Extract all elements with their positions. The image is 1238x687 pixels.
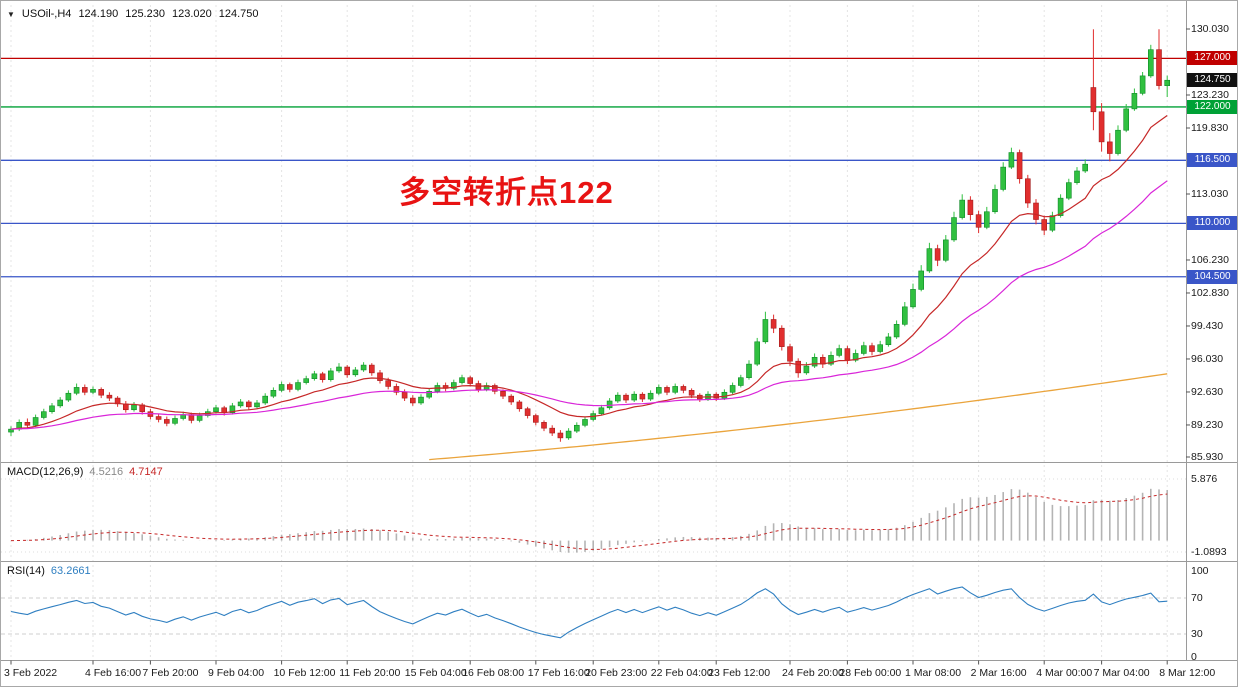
time-axis-label: 9 Feb 04:00 — [208, 667, 265, 679]
price-axis-label: 89.230 — [1191, 418, 1224, 431]
rsi-axis-label: 100 — [1191, 565, 1209, 577]
time-axis-label: 2 Mar 16:00 — [970, 667, 1027, 679]
ohlc-close-value: 124.750 — [218, 8, 259, 20]
time-axis-label: 7 Mar 04:00 — [1093, 667, 1150, 679]
time-axis-label: 7 Feb 20:00 — [142, 667, 199, 679]
time-axis-label: 11 Feb 20:00 — [339, 667, 401, 679]
macd-main-value: 4.5216 — [89, 466, 124, 478]
price-axis-label: 113.030 — [1191, 187, 1229, 200]
price-axis-label: 106.230 — [1191, 253, 1229, 266]
support-level-badge: 110.000 — [1187, 216, 1237, 231]
rsi-axis-label: 0 — [1191, 651, 1197, 663]
time-axis-label: 16 Feb 08:00 — [462, 667, 525, 679]
resistance-level-badge: 127.000 — [1187, 51, 1237, 66]
rsi-axis-label: 70 — [1191, 592, 1203, 604]
price-axis-label: 119.830 — [1191, 121, 1229, 134]
price-axis-label: 92.630 — [1191, 385, 1224, 398]
price-axis-label: 85.930 — [1191, 450, 1224, 463]
rsi-value: 63.2661 — [50, 565, 91, 577]
support-level-badge: 116.500 — [1187, 153, 1237, 168]
support-level-badge: 104.500 — [1187, 269, 1237, 284]
time-axis-label: 4 Feb 16:00 — [85, 667, 142, 679]
price-axis-label: 99.430 — [1191, 319, 1224, 332]
macd-axis-label: 5.876 — [1191, 473, 1218, 485]
price-axis-label: 123.230 — [1191, 88, 1229, 101]
price-axis-label: 96.030 — [1191, 352, 1224, 365]
current-price-badge: 124.750 — [1187, 73, 1237, 88]
time-axis-label: 4 Mar 00:00 — [1036, 667, 1093, 679]
time-axis-label: 20 Feb 23:00 — [585, 667, 648, 679]
rsi-name: RSI(14) — [7, 565, 45, 577]
macd-indicator-label: MACD(12,26,9) 4.5216 4.7147 — [7, 466, 163, 478]
price-axis-label: 130.030 — [1191, 23, 1229, 35]
macd-axis-label: -1.0893 — [1191, 545, 1227, 558]
annotation-text[interactable]: 多空转折点122 — [399, 175, 614, 210]
time-axis-label: 24 Feb 20:00 — [782, 667, 844, 679]
time-axis-label: 17 Feb 16:00 — [527, 667, 590, 679]
rsi-indicator-label: RSI(14) 63.2661 — [7, 565, 91, 577]
time-axis-label: 28 Feb 00:00 — [839, 667, 902, 679]
macd-name: MACD(12,26,9) — [7, 466, 84, 478]
quick-trade-toggle-icon[interactable]: ▼ — [7, 9, 15, 19]
symbol-timeframe-label: USOil-,H4 — [21, 8, 72, 20]
time-axis-label: 22 Feb 04:00 — [650, 667, 713, 679]
symbol-title: ▼ USOil-,H4 124.190 125.230 123.020 124.… — [7, 8, 259, 20]
macd-signal-value: 4.7147 — [129, 466, 163, 478]
time-axis-label: 3 Feb 2022 — [4, 667, 58, 679]
ohlc-high-value: 125.230 — [125, 8, 165, 20]
time-axis-label: 10 Feb 12:00 — [273, 667, 336, 679]
time-axis-label: 15 Feb 04:00 — [404, 667, 467, 679]
time-axis-label: 1 Mar 08:00 — [905, 667, 962, 679]
time-axis-label: 23 Feb 12:00 — [708, 667, 771, 679]
pivot-level-badge: 122.000 — [1187, 99, 1237, 114]
ohlc-low-value: 123.020 — [171, 8, 212, 20]
time-axis-label: 8 Mar 12:00 — [1159, 667, 1216, 679]
ohlc-open-value: 124.190 — [78, 8, 119, 20]
rsi-axis-label: 30 — [1191, 628, 1203, 640]
price-axis-label: 102.830 — [1191, 286, 1229, 299]
